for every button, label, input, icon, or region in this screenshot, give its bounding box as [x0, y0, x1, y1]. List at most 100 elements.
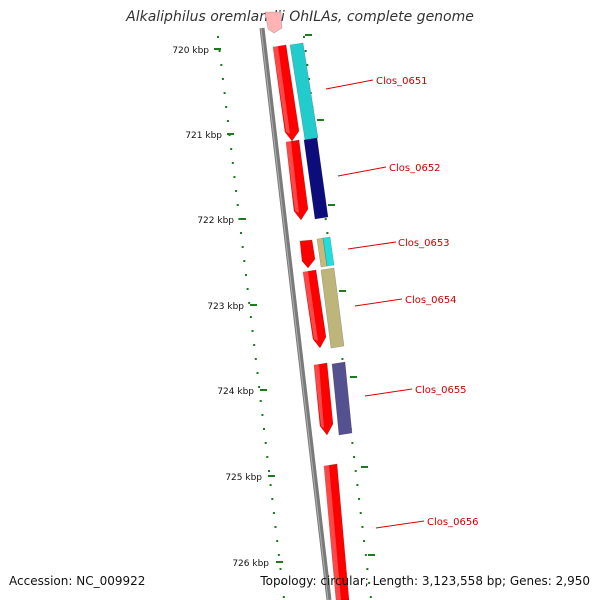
cds-arrow — [272, 44, 300, 142]
outer-dot — [353, 456, 356, 458]
outer-dot — [324, 218, 327, 220]
arrow-highlight — [314, 364, 324, 428]
gene-labels: Clos_0651 Clos_0652 Clos_0653 Clos_0654 Clos… — [325, 76, 479, 529]
inner-dot — [231, 162, 234, 164]
inner-dot — [221, 78, 224, 80]
gene-label[interactable]: Clos_0652 — [389, 163, 441, 174]
gene-label[interactable]: Clos_0656 — [427, 517, 479, 528]
inner-dot — [272, 512, 275, 514]
arrow-highlight — [303, 271, 318, 341]
outer-dot — [308, 78, 310, 80]
outer-tick-mark — [317, 119, 324, 121]
inner-dot — [220, 64, 223, 66]
inner-dot — [236, 204, 239, 206]
outer-tick-mark — [368, 554, 375, 556]
inner-dot — [282, 596, 285, 598]
tick-label: 720 kbp — [172, 46, 209, 56]
genome-backbone — [259, 27, 332, 600]
outer-dot — [359, 512, 362, 514]
outer-tick-mark — [305, 34, 312, 36]
outer-dot — [354, 470, 357, 472]
map-title: Alkaliphilus oremlandii OhILAs, complete… — [126, 9, 474, 25]
gene-label[interactable]: Clos_0653 — [398, 238, 450, 249]
outer-dot — [356, 484, 359, 486]
label-leader-line — [354, 298, 403, 307]
inner-dot — [277, 554, 280, 556]
label-leader-line — [364, 388, 413, 397]
gene-label[interactable]: Clos_0655 — [415, 385, 467, 396]
inner-dot — [268, 470, 270, 472]
tick-mark — [276, 561, 283, 563]
outer-dot — [358, 498, 361, 500]
accession-label: Accession: NC_009922 — [9, 574, 146, 588]
tick-label: 723 kbp — [207, 302, 244, 312]
inner-dot — [223, 92, 226, 94]
inner-dot — [276, 540, 279, 542]
inner-dot — [258, 386, 261, 388]
inner-dot — [256, 372, 259, 374]
label-leader-line — [375, 520, 425, 529]
tick-mark — [239, 218, 246, 220]
arrow-highlight — [324, 465, 341, 600]
inner-dot — [274, 526, 277, 528]
outer-dot — [306, 64, 309, 66]
gene-label[interactable]: Clos_0654 — [405, 295, 457, 306]
arrow-highlight — [286, 141, 299, 213]
inner-dot — [249, 316, 252, 318]
category-box — [331, 361, 353, 436]
category-box — [303, 137, 329, 220]
outer-dot — [364, 554, 367, 556]
inner-dot — [235, 190, 238, 192]
outer-dot — [341, 358, 344, 360]
tick-label: 724 kbp — [217, 387, 254, 397]
scale-ticks: 720 kbp 721 kbp 722 kbp 723 kbp 724 kbp 725 k… — [172, 34, 375, 569]
inner-dot — [248, 302, 251, 304]
inner-dot — [271, 498, 274, 500]
inner-dot — [254, 358, 257, 360]
tick-label: 725 kbp — [225, 473, 262, 483]
inner-dot — [269, 484, 272, 486]
cds-arrow — [302, 269, 327, 349]
cds-arrow — [313, 362, 334, 436]
outer-tick-mark — [328, 204, 335, 206]
cds-arrow — [323, 463, 350, 600]
label-leader-line — [325, 79, 374, 90]
inner-dot — [218, 50, 221, 52]
inner-dot — [264, 442, 267, 444]
outer-dot — [369, 596, 372, 598]
cds-arrow — [299, 239, 316, 269]
outer-dot — [304, 50, 307, 52]
genome-summary: Topology: circular; Length: 3,123,558 bp… — [260, 574, 590, 588]
cds-arrow — [285, 139, 309, 221]
outer-dot — [361, 526, 364, 528]
inner-dot — [230, 148, 233, 150]
tick-mark — [260, 389, 267, 391]
tick-mark — [214, 48, 221, 50]
inner-dot — [261, 414, 264, 416]
inner-dot — [251, 330, 254, 332]
outer-dot — [303, 36, 305, 38]
inner-dot — [259, 400, 262, 402]
category-box — [322, 236, 335, 267]
arrow-highlight — [273, 46, 290, 134]
gene-label[interactable]: Clos_0651 — [376, 76, 428, 87]
outer-tick-mark — [339, 290, 346, 292]
cds-arrow-partial — [264, 11, 283, 34]
backbone-highlight — [260, 27, 329, 600]
inner-dot — [266, 456, 269, 458]
inner-dot — [253, 344, 256, 346]
gene-features — [264, 11, 353, 600]
tick-mark — [268, 475, 275, 477]
tick-label: 721 kbp — [185, 131, 222, 141]
category-box — [289, 42, 319, 141]
inner-dot — [217, 36, 219, 38]
inner-dot — [279, 568, 282, 570]
outer-dot — [368, 582, 371, 584]
inner-dot — [246, 288, 249, 290]
inner-dot — [240, 232, 242, 234]
outer-dot — [326, 232, 329, 234]
outer-dot — [366, 568, 369, 570]
tick-label: 722 kbp — [197, 216, 234, 226]
inner-dot — [241, 246, 244, 248]
